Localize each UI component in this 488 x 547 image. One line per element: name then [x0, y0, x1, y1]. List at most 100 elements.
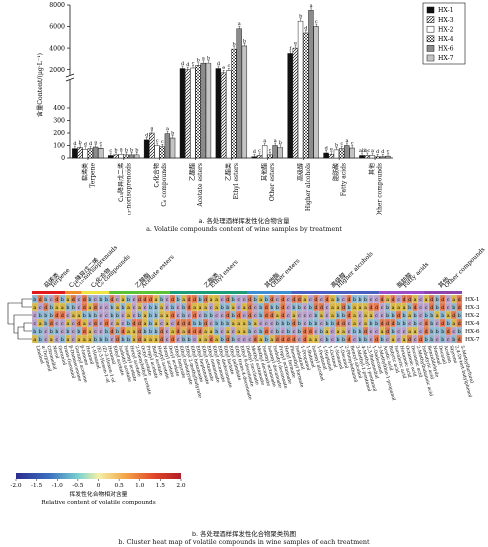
heatmap-cell-letter: b: [353, 297, 356, 303]
heatmap-cell-letter: b: [458, 313, 461, 319]
significance-letter: d: [89, 141, 93, 147]
legend-swatch: [426, 6, 435, 14]
heatmap-cell-letter: c: [359, 322, 362, 327]
heatmap-cell-letter: c: [133, 314, 136, 319]
heatmap-cell-letter: c: [271, 330, 274, 335]
significance-letter: bc: [364, 148, 370, 154]
heatmap-cell-letter: b: [33, 297, 36, 303]
significance-letter: d: [181, 61, 185, 67]
legend-swatch: [426, 45, 435, 52]
heatmap-cell-letter: a: [116, 322, 119, 327]
heatmap-cell-letter: b: [149, 321, 152, 327]
heatmap-cell-letter: c: [166, 306, 169, 311]
heatmap-cell-letter: b: [364, 297, 367, 303]
heatmap-cell-letter: a: [320, 314, 323, 319]
heatmap-cell-letter: c: [447, 306, 450, 311]
heatmap-cell-letter: b: [287, 321, 290, 327]
heatmap-cell-letter: c: [298, 314, 301, 319]
heatmap-cell-letter: a: [232, 322, 235, 327]
significance-letter: c: [100, 141, 103, 147]
heatmap-cell-letter: c: [78, 306, 81, 311]
heatmap-cell-letter: a: [155, 322, 158, 327]
y-tick-label: 300: [53, 118, 65, 125]
heatmap-cell-letter: c: [375, 314, 378, 319]
heatmap-cell-letter: a: [397, 306, 400, 311]
heatmap-cell-letter: b: [359, 337, 362, 343]
heatmap-cell-letter: a: [370, 314, 373, 319]
heatmap-cell-letter: b: [44, 321, 47, 327]
bar-hx-1: [143, 139, 150, 159]
heatmap-cell-letter: b: [39, 329, 42, 335]
bar-hx-1: [179, 68, 186, 159]
heatmap-cell-letter: a: [254, 322, 257, 327]
heatmap-cell-letter: b: [403, 321, 406, 327]
heatmap-cell-letter: c: [133, 306, 136, 311]
heatmap-cell-letter: c: [370, 298, 373, 303]
bar-hx-6: [164, 133, 171, 159]
bar-hx-4: [338, 148, 345, 159]
bar-hx-4: [231, 48, 237, 159]
heatmap-cell-letter: b: [430, 329, 433, 335]
heatmap-cell-letter: b: [105, 329, 108, 335]
significance-letter: c: [340, 141, 343, 147]
heatmap-cell-letter: a: [210, 330, 213, 335]
heatmap-cell-letter: c: [166, 330, 169, 335]
significance-letter: a: [150, 125, 153, 131]
heatmap-cell-letter: b: [370, 321, 373, 327]
heatmap-cell-letter: c: [171, 322, 174, 327]
heatmap-cell-letter: b: [287, 329, 290, 335]
heatmap-cell-letter: a: [226, 330, 229, 335]
x-category-label-en: Terpene: [89, 163, 96, 188]
heatmap-cell-letter: c: [94, 298, 97, 303]
heatmap-cell-letter: b: [215, 329, 218, 335]
heatmap-cell-letter: a: [144, 338, 147, 343]
group-label-en: Acetate esters: [139, 254, 176, 291]
heatmap-cell-letter: c: [408, 322, 411, 327]
heatmap-cell-letter: c: [100, 322, 103, 327]
heatmap-cell-letter: c: [298, 338, 301, 343]
legend-swatch: [426, 16, 435, 23]
heatmap-cell-letter: b: [331, 321, 334, 327]
heatmap-cell-letter: a: [270, 338, 273, 343]
significance-letter: b: [197, 58, 200, 64]
heatmap-cell-letter: b: [83, 313, 86, 319]
bar-hx-7: [385, 155, 391, 159]
heatmap-cell-letter: c: [287, 306, 290, 311]
heatmap-cell-letter: b: [436, 329, 439, 335]
compound-label: Acetoin: [442, 344, 453, 364]
compound-label: Nonanal: [431, 345, 442, 366]
heatmap-cell-letter: b: [325, 337, 328, 343]
heatmap-cell-letter: a: [39, 322, 42, 327]
heatmap-cell-letter: c: [419, 314, 422, 319]
significance-letter: d: [253, 149, 257, 155]
compound-label: Styrene: [448, 345, 459, 364]
heatmap-cell-letter: c: [166, 338, 169, 343]
compound-label: Geraniol: [56, 345, 67, 366]
heatmap-cell-letter: b: [226, 305, 229, 311]
heatmap-cell-letter: b: [397, 321, 400, 327]
heatmap-cell-letter: d: [303, 329, 306, 335]
row-label: HX-7: [465, 337, 480, 343]
heatmap-cell-letter: d: [254, 337, 257, 343]
heatmap-cell-letter: c: [94, 330, 97, 335]
compound-label: Decanal: [437, 345, 448, 365]
heatmap-cell-letter: c: [353, 338, 356, 343]
colorbar-tick-label: 1.5: [156, 483, 166, 489]
heatmap-cell-letter: d: [193, 297, 196, 303]
heatmap-cell-letter: c: [72, 338, 75, 343]
heatmap-cell-letter: d: [336, 321, 339, 327]
bar-hx-6: [380, 156, 386, 159]
heatmap-cell-letter: c: [397, 298, 400, 303]
heatmap-cell-letter: b: [430, 313, 433, 319]
heatmap-cell-letter: d: [199, 329, 202, 335]
heatmap-cell-letter: b: [314, 313, 317, 319]
heatmap-cell-letter: d: [226, 337, 229, 343]
heatmap-cell-letter: a: [364, 314, 367, 319]
legend-label: HX-7: [438, 55, 454, 62]
legend-label: HX-2: [438, 26, 454, 33]
heatmap-cell-letter: c: [122, 322, 125, 327]
heatmap-cell-letter: b: [342, 313, 345, 319]
heatmap-cell-letter: a: [215, 298, 218, 303]
heatmap-cell-letter: a: [353, 306, 356, 311]
heatmap-cell-letter: b: [375, 321, 378, 327]
